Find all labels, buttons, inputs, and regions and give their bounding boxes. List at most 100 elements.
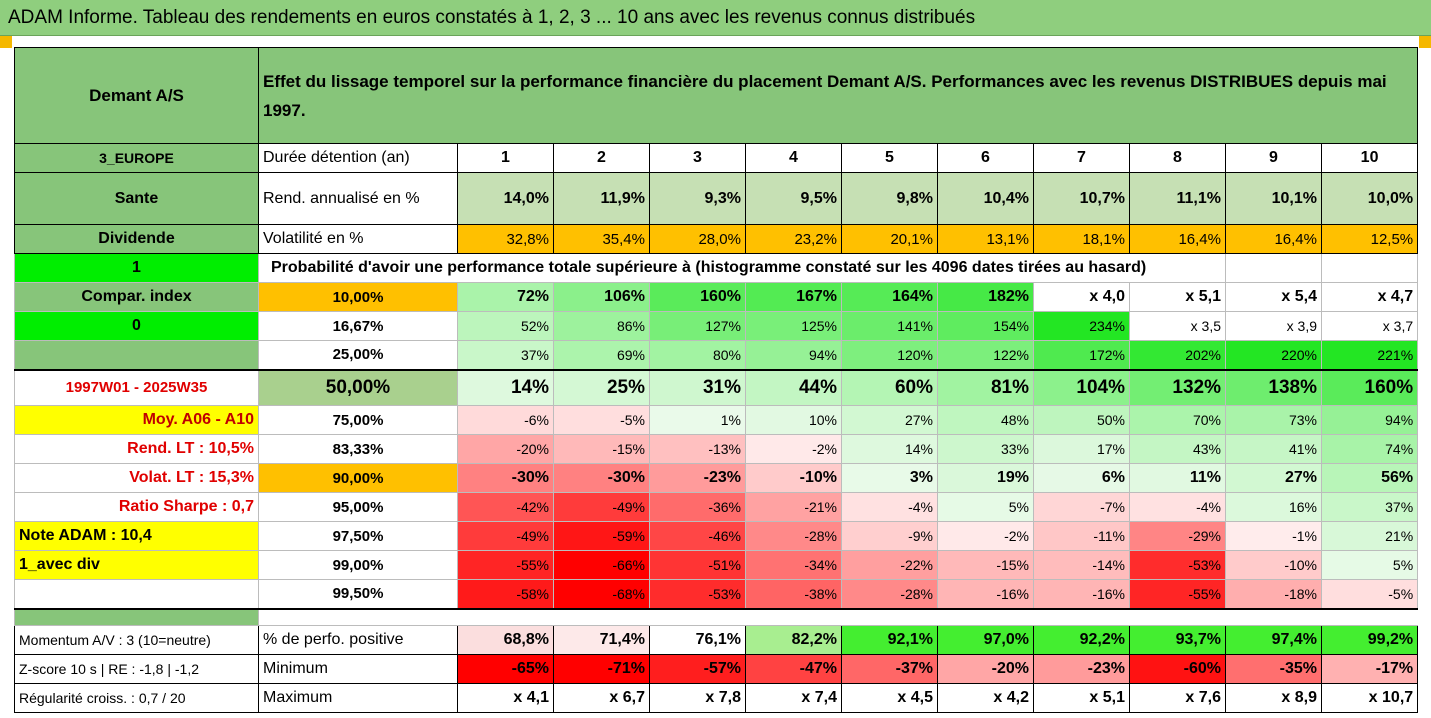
performance-value: 37% [457, 340, 554, 370]
vol-label: Volatilité en % [258, 224, 458, 254]
spacer-cell [1321, 607, 1418, 626]
pos-value: 68,8% [457, 625, 554, 655]
max-label: Maximum [258, 683, 458, 713]
year-header: 7 [1033, 143, 1130, 173]
performance-value: x 5,1 [1129, 282, 1226, 312]
performance-value: 5% [1320, 550, 1419, 580]
max-value: x 4,5 [841, 683, 938, 713]
performance-value: 86% [553, 311, 650, 341]
table-row: 1_avec div 99,00% -55% -66% -51% -34% -22% -15%… [14, 550, 1419, 580]
vol-value: 16,4% [1129, 224, 1226, 254]
year-header: 6 [937, 143, 1034, 173]
performance-value: 167% [745, 282, 842, 312]
performance-value: -36% [649, 492, 746, 522]
min-value: -17% [1320, 654, 1419, 684]
vol-value: 28,0% [649, 224, 746, 254]
max-value: x 4,2 [937, 683, 1034, 713]
table-row: Dividende Volatilité en % 32,8% 35,4% 28,0% 2… [14, 224, 1419, 254]
performance-value: -29% [1129, 521, 1226, 551]
performance-value: 182% [937, 282, 1034, 312]
pos-value: 82,2% [745, 625, 842, 655]
rend-value: 10,0% [1320, 172, 1419, 225]
rend-value: 11,1% [1129, 172, 1226, 225]
year-header: 8 [1129, 143, 1226, 173]
spacer-cell [649, 607, 746, 626]
performance-value: 122% [937, 340, 1034, 370]
performance-value: x 4,0 [1033, 282, 1130, 312]
performance-value: 16% [1225, 492, 1322, 522]
left-info: Note ADAM : 10,4 [14, 521, 259, 551]
performance-value: -18% [1225, 579, 1322, 609]
probability-level: 83,33% [258, 434, 458, 464]
type: Dividende [14, 224, 259, 254]
pos-value: 76,1% [649, 625, 746, 655]
performance-value: -4% [1129, 492, 1226, 522]
table-row: Ratio Sharpe : 0,7 95,00% -42% -49% -36% -21%… [14, 492, 1419, 522]
performance-value: x 3,7 [1320, 311, 1419, 341]
performance-value: -49% [553, 492, 650, 522]
performance-value: 60% [841, 368, 938, 406]
performance-value: -51% [649, 550, 746, 580]
performance-value: 52% [457, 311, 554, 341]
performance-value: -59% [553, 521, 650, 551]
performance-value: x 3,5 [1129, 311, 1226, 341]
flag-1: 1 [14, 253, 259, 283]
performance-value: -10% [745, 463, 842, 493]
performance-value: 120% [841, 340, 938, 370]
probability-level: 50,00% [258, 368, 458, 406]
rend-value: 9,5% [745, 172, 842, 225]
min-value: -65% [457, 654, 554, 684]
left-info: Rend. LT : 10,5% [14, 434, 259, 464]
performance-value: -38% [745, 579, 842, 609]
spacer-cell [553, 607, 650, 626]
rend-value: 9,8% [841, 172, 938, 225]
probability-level: 97,50% [258, 521, 458, 551]
performance-value: -23% [649, 463, 746, 493]
table-row: 1 Probabilité d'avoir une performance tot… [14, 253, 1419, 283]
performance-value: 21% [1320, 521, 1419, 551]
performance-value: 220% [1225, 340, 1322, 370]
min-value: -57% [649, 654, 746, 684]
table-row: Volat. LT : 15,3% 90,00% -30% -30% -23% -10% 3… [14, 463, 1419, 493]
region: 3_EUROPE [14, 143, 259, 173]
performance-value: -53% [1129, 550, 1226, 580]
rend-value: 10,4% [937, 172, 1034, 225]
performance-value: 164% [841, 282, 938, 312]
left-info [14, 579, 259, 609]
performance-value: 56% [1320, 463, 1419, 493]
performance-value: 94% [745, 340, 842, 370]
empty-cell [1320, 253, 1419, 283]
spacer-cell [457, 607, 554, 626]
performance-value: 202% [1129, 340, 1226, 370]
performance-value: 81% [937, 368, 1034, 406]
probability-level: 95,00% [258, 492, 458, 522]
year-header: 5 [841, 143, 938, 173]
table-row [14, 607, 1418, 626]
table-row: 1997W01 - 2025W35 50,00% 14% 25% 31% 44% 60% 81… [14, 368, 1419, 406]
performance-value: -21% [745, 492, 842, 522]
performance-value: -20% [457, 434, 554, 464]
description: Effet du lissage temporel sur la perform… [257, 47, 1419, 144]
performance-value: 19% [937, 463, 1034, 493]
rend-value: 9,3% [649, 172, 746, 225]
performance-value: -30% [457, 463, 554, 493]
vol-value: 20,1% [841, 224, 938, 254]
vol-value: 35,4% [553, 224, 650, 254]
performance-value: 31% [649, 368, 746, 406]
table-row: Momentum A/V : 3 (10=neutre)% de perfo. … [14, 625, 1419, 655]
performance-value: -14% [1033, 550, 1130, 580]
spacer-cell [1129, 607, 1226, 626]
performance-value: 73% [1225, 405, 1322, 435]
table-row: Z-score 10 s | RE : -1,8 | -1,2 Minimum -6… [14, 654, 1419, 684]
performance-value: 70% [1129, 405, 1226, 435]
performance-value: -2% [937, 521, 1034, 551]
performance-value: 14% [457, 368, 554, 406]
performance-value: 104% [1033, 368, 1130, 406]
corner-marker [1419, 36, 1431, 48]
max-value: x 7,4 [745, 683, 842, 713]
pos-value: 97,0% [937, 625, 1034, 655]
performance-value: -30% [553, 463, 650, 493]
performance-value: -10% [1225, 550, 1322, 580]
duree-label: Durée détention (an) [258, 143, 458, 173]
left-info: Volat. LT : 15,3% [14, 463, 259, 493]
